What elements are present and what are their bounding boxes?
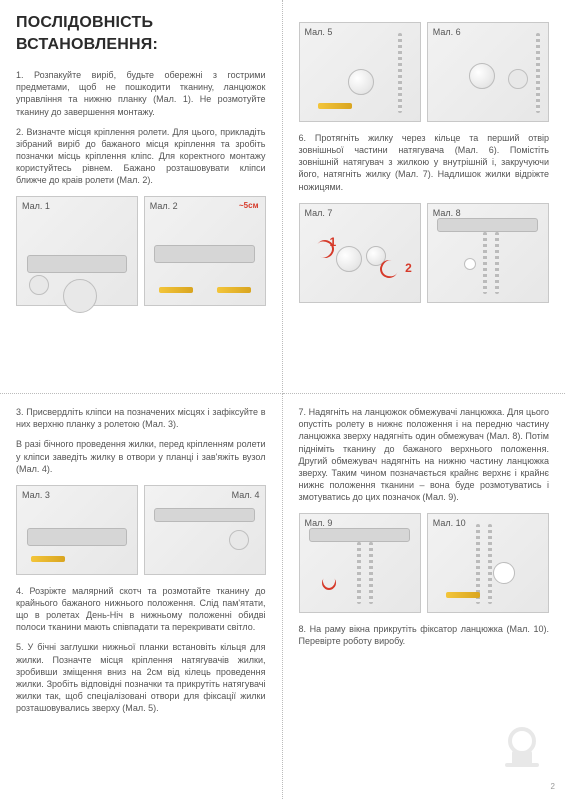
dim-5cm: ~5см: [239, 201, 259, 212]
watermark-icon: [497, 721, 547, 771]
step-2: 2. Визначте місця кріплення ролети. Для …: [16, 126, 266, 187]
step-4: 4. Розріжте малярний скотч та розмотайте…: [16, 585, 266, 634]
figure-2: Мал. 2 ~5см: [144, 196, 266, 306]
num-1: 1: [330, 234, 337, 250]
figure-7: Мал. 7 1 2: [299, 203, 421, 303]
fig-row-7-8: Мал. 7 1 2 Мал. 8: [299, 203, 550, 303]
step-3a: 3. Присвердліть кліпси на позначених міс…: [16, 406, 266, 430]
fig-row-5-6: Мал. 5 Мал. 6: [299, 22, 550, 122]
fig-row-1-2: Мал. 1 Мал. 2 ~5см: [16, 196, 266, 306]
step-5: 5. У бічні заглушки нижньої планки встан…: [16, 641, 266, 714]
step-8: 8. На раму вікна прикрутіть фіксатор лан…: [299, 623, 550, 647]
figure-4: Мал. 4: [144, 485, 266, 575]
figure-6-label: Мал. 6: [433, 26, 461, 38]
fig-row-3-4: Мал. 3 Мал. 4: [16, 485, 266, 575]
figure-8: Мал. 8: [427, 203, 549, 303]
figure-7-label: Мал. 7: [305, 207, 333, 219]
step-3b: В разі бічного проведення жилки, перед к…: [16, 438, 266, 474]
quadrant-bottom-right: 7. Надягніть на ланцюжок обмежувачі ланц…: [283, 394, 565, 799]
num-2: 2: [405, 260, 412, 276]
page-number: 2: [551, 782, 555, 793]
fig-row-9-10: Мал. 9 Мал. 10: [299, 513, 550, 613]
figure-3: Мал. 3: [16, 485, 138, 575]
page-grid: ПОСЛІДОВНІСТЬ ВСТАНОВЛЕННЯ: 1. Розпакуйт…: [0, 0, 565, 799]
quadrant-top-left: ПОСЛІДОВНІСТЬ ВСТАНОВЛЕННЯ: 1. Розпакуйт…: [0, 0, 283, 394]
figure-10: Мал. 10: [427, 513, 549, 613]
step-1: 1. Розпакуйте виріб, будьте обережні з г…: [16, 69, 266, 118]
figure-3-label: Мал. 3: [22, 489, 50, 501]
figure-1: Мал. 1: [16, 196, 138, 306]
figure-5-label: Мал. 5: [305, 26, 333, 38]
figure-6: Мал. 6: [427, 22, 549, 122]
quadrant-top-right: Мал. 5 Мал. 6 6. Протягніть жилку через …: [283, 0, 565, 394]
step-6: 6. Протягніть жилку через кільце та перш…: [299, 132, 550, 193]
quadrant-bottom-left: 3. Присвердліть кліпси на позначених міс…: [0, 394, 283, 799]
page-title: ПОСЛІДОВНІСТЬ ВСТАНОВЛЕННЯ:: [16, 12, 266, 55]
figure-4-label: Мал. 4: [232, 489, 260, 501]
figure-5: Мал. 5: [299, 22, 421, 122]
figure-9: Мал. 9: [299, 513, 421, 613]
figure-2-label: Мал. 2: [150, 200, 178, 212]
figure-10-label: Мал. 10: [433, 517, 466, 529]
step-7: 7. Надягніть на ланцюжок обмежувачі ланц…: [299, 406, 550, 503]
figure-1-label: Мал. 1: [22, 200, 50, 212]
